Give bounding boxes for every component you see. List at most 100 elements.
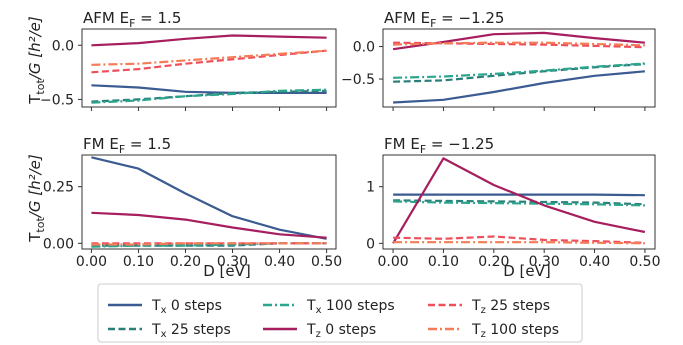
series-line-tx-0 <box>91 84 327 95</box>
panel-title-sub: F <box>129 17 135 30</box>
legend-label: Tz 25 steps <box>471 298 550 316</box>
series-line-tz-100 <box>91 242 327 246</box>
legend-label-main: T <box>306 322 316 338</box>
series-line-tz-0 <box>91 211 327 239</box>
series-line-tz-25 <box>393 235 645 244</box>
legend-label-rest: 0 steps <box>166 298 221 314</box>
panel-title-main: FM E <box>384 135 420 153</box>
legend-label-sub: x <box>161 329 167 340</box>
series-line-tz-100 <box>91 49 327 66</box>
legend-label-rest: 0 steps <box>321 322 376 338</box>
y-tick-label: 0.25 <box>43 180 74 196</box>
panel-title-rest: = 1.5 <box>125 135 171 153</box>
panel-title-rest: = 1.5 <box>135 9 181 27</box>
x-tick-label: 0.50 <box>311 254 342 270</box>
legend-label-rest: 100 steps <box>486 322 559 338</box>
legend-label-sub: z <box>316 329 321 340</box>
legend-item-tx-100: Tx 100 steps <box>263 298 395 316</box>
y-tick-label: 1 <box>366 180 375 196</box>
legend-label-main: T <box>151 298 161 314</box>
legend-label-rest: 25 steps <box>486 298 550 314</box>
plot-frame <box>382 28 656 108</box>
panel-3: FM EF = 1.5 0.25 0.000.00 0.10 0.20 0.30 0.40 0… <box>43 135 342 270</box>
legend-label: Tz 0 steps <box>306 322 376 340</box>
panel-title-sub: F <box>420 143 426 156</box>
panel-4: FM EF = −1.25 1 00.00 0.10 0.20 0.30 0.40 0.50 <box>366 135 660 270</box>
series-line-tx-25 <box>91 89 327 103</box>
x-axis-label-right: D [eV] <box>503 262 551 280</box>
panel-title: AFM EF = 1.5 <box>83 9 181 30</box>
y-tick-label: 0.0 <box>52 38 74 54</box>
panel-2: AFM EF = −1.25 0.0 −0.5 <box>341 9 656 111</box>
x-tick-label: 0.40 <box>264 254 295 270</box>
legend-label-sub: z <box>481 305 486 316</box>
panel-title-sub: F <box>119 143 125 156</box>
legend-item-tx-25: Tx 25 steps <box>108 322 231 340</box>
x-tick-label: 0.00 <box>377 254 408 270</box>
series-line-tx-25 <box>91 242 327 247</box>
y-tick-label: −0.5 <box>40 92 74 108</box>
legend-label: Tx 25 steps <box>151 322 231 340</box>
series-line-tx-0 <box>393 70 645 104</box>
y-axis-label-rest: /G [h²/e] <box>26 154 44 219</box>
legend-label: Tx 0 steps <box>151 298 222 316</box>
y-tick-label: −0.5 <box>341 72 375 88</box>
x-tick-label: 0.50 <box>629 254 660 270</box>
plot-frame <box>81 154 337 250</box>
y-axis-label-top: Ttot/G [h²/e] <box>26 16 47 105</box>
series-line-tz-25 <box>91 49 327 74</box>
y-axis-label-rest: /G [h²/e] <box>26 16 44 81</box>
x-tick-label: 0.40 <box>579 254 610 270</box>
panel-title: AFM EF = −1.25 <box>384 9 504 30</box>
legend-label: Tz 100 steps <box>471 322 559 340</box>
series-line-tz-100 <box>393 41 645 47</box>
legend-label-main: T <box>471 298 481 314</box>
panel-title-main: AFM E <box>83 9 129 27</box>
legend-item-tx-0: Tx 0 steps <box>108 298 222 316</box>
legend-label-sub: x <box>161 305 167 316</box>
plot-frame <box>382 154 656 250</box>
y-axis-label-main: T <box>26 232 44 243</box>
legend-item-tz-25: Tz 25 steps <box>428 298 550 316</box>
x-tick-label: 0.10 <box>428 254 459 270</box>
y-tick-label: 0.0 <box>353 40 375 56</box>
x-axis-label-left: D [eV] <box>203 262 251 280</box>
legend-label-rest: 100 steps <box>321 298 394 314</box>
panel-title: FM EF = 1.5 <box>83 135 171 156</box>
panel-1: AFM EF = 1.5 0.0 −0.5 <box>40 9 337 111</box>
series-line-tx-100 <box>91 242 327 248</box>
legend-item-tz-100: Tz 100 steps <box>428 322 559 340</box>
panel-title-sub: F <box>430 17 436 30</box>
panel-title-main: AFM E <box>384 9 430 27</box>
legend-label-main: T <box>306 298 316 314</box>
series-line-tx-100 <box>91 88 327 104</box>
panel-title-rest: = −1.25 <box>436 9 504 27</box>
series-line-tx-100 <box>393 200 645 207</box>
x-tick-label: 0.20 <box>478 254 509 270</box>
y-tick-label: 0.00 <box>43 236 74 252</box>
legend-frame <box>97 283 583 343</box>
series-line-tz-0 <box>392 157 646 244</box>
legend-label-main: T <box>151 322 161 338</box>
y-axis-label-bottom: Ttot/G [h²/e] <box>26 154 47 243</box>
y-axis-label-sub: tot <box>34 79 47 95</box>
legend-label-sub: x <box>316 305 322 316</box>
x-tick-label: 0.10 <box>123 254 154 270</box>
x-tick-label: 0.30 <box>217 254 248 270</box>
plot-frame <box>81 28 337 108</box>
series-line-tz-100 <box>393 241 645 245</box>
y-axis-label-sub: tot <box>34 217 47 233</box>
y-tick-label: 0 <box>366 236 375 252</box>
legend-label-main: T <box>471 322 481 338</box>
y-axis-label-main: T <box>26 94 44 105</box>
series-line-tx-100 <box>393 62 645 79</box>
legend-label: Tx 100 steps <box>306 298 395 316</box>
x-tick-label: 0.20 <box>170 254 201 270</box>
x-tick-label: 0.30 <box>529 254 560 270</box>
legend-item-tz-0: Tz 0 steps <box>263 322 376 340</box>
series-line-tx-0 <box>91 156 327 240</box>
